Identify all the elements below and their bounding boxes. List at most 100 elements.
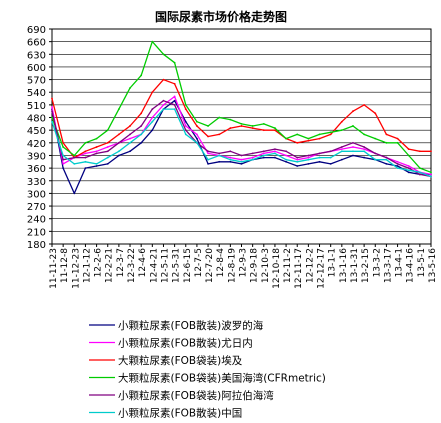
data-point	[274, 150, 276, 153]
data-point	[229, 118, 232, 121]
data-point	[51, 120, 53, 123]
data-point	[207, 152, 209, 155]
legend-item: 小颗粒尿素(FOB袋装)阿拉伯海湾	[89, 389, 274, 402]
data-point	[262, 156, 265, 159]
data-point	[396, 141, 399, 144]
data-point	[318, 152, 321, 155]
data-point	[229, 158, 232, 161]
x-tick-label: 12-2-6	[94, 248, 104, 278]
data-point	[285, 137, 287, 140]
data-point	[385, 163, 388, 165]
data-point	[340, 158, 343, 161]
data-point	[374, 112, 377, 115]
x-tick-label: 12-8-4	[216, 248, 226, 278]
data-point	[162, 103, 165, 106]
series-2	[51, 78, 432, 159]
data-point	[51, 110, 53, 113]
x-tick-label: 13-1-31	[350, 248, 360, 283]
data-point	[418, 173, 421, 176]
data-point	[151, 91, 154, 94]
y-tick-label: 450	[27, 126, 46, 137]
data-point	[162, 108, 165, 110]
data-point	[418, 167, 421, 170]
data-point	[374, 152, 377, 155]
data-point	[196, 125, 198, 127]
data-point	[129, 150, 131, 153]
data-point	[307, 137, 310, 140]
data-point	[84, 160, 87, 163]
data-point	[129, 87, 131, 89]
data-point	[84, 141, 87, 144]
x-tick-label: 11-12-23	[71, 248, 81, 289]
legend-item: 小颗粒尿素(FOB散装)波罗的海	[89, 319, 264, 332]
data-point	[262, 150, 265, 153]
data-point	[396, 160, 399, 163]
x-tick-label: 13-3-17	[383, 248, 393, 283]
data-point	[207, 150, 209, 153]
data-point	[274, 156, 276, 159]
data-point	[62, 146, 65, 148]
data-point	[229, 156, 232, 159]
data-point	[207, 163, 209, 165]
data-point	[106, 141, 109, 144]
series-5	[51, 108, 432, 178]
y-tick-label: 630	[27, 50, 46, 61]
y-tick-label: 690	[27, 25, 46, 36]
data-point	[251, 156, 254, 159]
data-point	[430, 171, 432, 174]
data-point	[329, 131, 332, 134]
data-point	[184, 120, 187, 123]
data-point	[218, 152, 221, 155]
data-point	[318, 160, 321, 163]
data-point	[95, 150, 98, 153]
data-point	[196, 133, 198, 136]
data-point	[407, 165, 410, 167]
data-point	[73, 156, 76, 159]
legend-item: 大颗粒尿素(FOB袋装)埃及	[89, 354, 243, 367]
data-point	[329, 156, 332, 159]
data-point	[140, 112, 143, 115]
legend-item: 小颗粒尿素(FOB散装)尤日内	[89, 337, 253, 350]
legend: 小颗粒尿素(FOB散装)波罗的海小颗粒尿素(FOB散装)尤日内大颗粒尿素(FOB…	[89, 319, 326, 420]
y-tick-label: 300	[27, 189, 46, 200]
x-tick-label: 12-6-15	[183, 248, 193, 283]
data-point	[51, 106, 53, 108]
data-point	[430, 150, 432, 153]
x-tick-label: 13-3-2	[372, 248, 382, 277]
data-point	[296, 156, 299, 159]
data-point	[129, 125, 131, 127]
data-point	[207, 158, 209, 161]
data-point	[173, 61, 176, 64]
data-point	[240, 122, 243, 125]
y-tick-label: 480	[27, 114, 46, 125]
data-point	[285, 154, 287, 157]
data-point	[196, 141, 198, 144]
data-point	[162, 99, 165, 102]
y-tick-label: 660	[27, 38, 46, 49]
legend-label: 大颗粒尿素(FOB袋装)埃及	[118, 354, 243, 367]
y-tick-label: 210	[27, 227, 46, 238]
y-tick-label: 390	[27, 151, 46, 162]
data-point	[274, 129, 276, 132]
data-point	[285, 150, 287, 153]
data-point	[62, 163, 65, 165]
x-tick-label: 12-4-6	[138, 248, 148, 278]
data-point	[106, 150, 109, 153]
data-point	[184, 103, 187, 106]
data-point	[407, 154, 410, 157]
x-tick-label: 12-3-7	[116, 248, 126, 277]
data-point	[117, 154, 120, 157]
data-point	[218, 116, 221, 119]
data-point	[363, 133, 366, 136]
data-point	[207, 135, 209, 138]
data-point	[318, 133, 321, 136]
data-point	[262, 122, 265, 125]
x-tick-label: 12-11-17	[294, 248, 304, 289]
data-point	[352, 141, 354, 144]
data-point	[173, 103, 176, 106]
data-point	[307, 154, 310, 157]
x-tick-label: 11-11-23	[49, 248, 59, 289]
data-point	[340, 146, 343, 148]
data-point	[95, 165, 98, 167]
x-tick-label: 12-3-22	[127, 248, 137, 283]
